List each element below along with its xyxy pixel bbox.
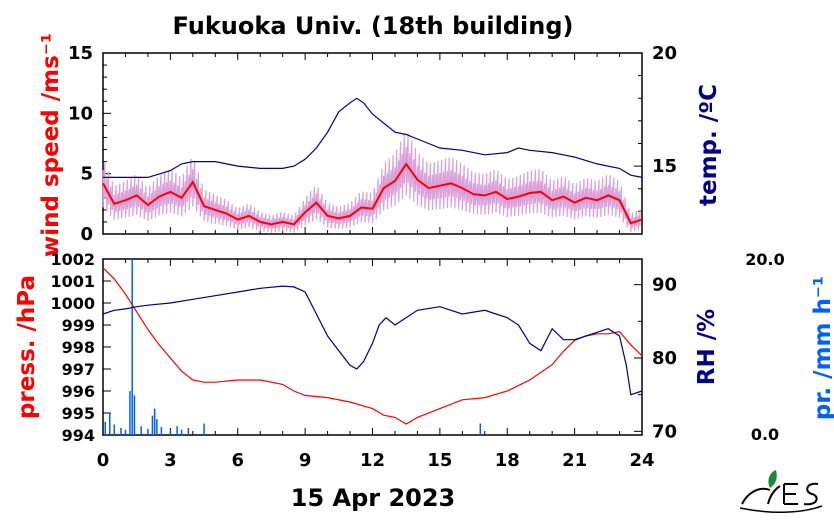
x-tick-label: 21 bbox=[562, 450, 587, 471]
institution-logo bbox=[739, 470, 823, 513]
press-y-tick-label: 999 bbox=[62, 316, 95, 335]
x-tick-label: 12 bbox=[360, 450, 385, 471]
x-tick-label: 3 bbox=[164, 450, 177, 471]
x-tick-label: 6 bbox=[231, 450, 244, 471]
wind-speed-axis-label: wind speed /ms⁻¹ bbox=[38, 33, 64, 257]
date-label: 15 Apr 2023 bbox=[291, 484, 456, 512]
press-axis-label: press. /hPa bbox=[14, 275, 40, 419]
x-tick-label: 15 bbox=[427, 450, 452, 471]
rh-y-tick-label: 70 bbox=[652, 421, 677, 442]
press-y-tick-label: 994 bbox=[62, 426, 95, 445]
rh-y-tick-label: 80 bbox=[652, 348, 677, 369]
top-panel-grid: 0 5 10 15 15 20 bbox=[68, 43, 677, 245]
precip-axis-label: pr. /mm h⁻¹ bbox=[810, 276, 834, 420]
wind-y-tick-label: 15 bbox=[68, 43, 93, 64]
precip-tick-label: 20.0 bbox=[745, 250, 784, 269]
temperature-series bbox=[103, 97, 643, 178]
temp-y-tick-label: 15 bbox=[652, 156, 677, 177]
wind-y-tick-label: 5 bbox=[80, 164, 93, 185]
press-y-tick-label: 1002 bbox=[50, 250, 95, 269]
press-y-tick-label: 995 bbox=[62, 404, 95, 423]
press-y-tick-label: 1000 bbox=[50, 294, 95, 313]
wind-y-tick-label: 10 bbox=[68, 103, 93, 124]
press-y-tick-label: 998 bbox=[62, 338, 95, 357]
temp-y-tick-label: 20 bbox=[652, 43, 677, 64]
press-y-tick-label: 1001 bbox=[50, 272, 95, 291]
wind-y-tick-label: 0 bbox=[80, 224, 93, 245]
rh-axis-label: RH /% bbox=[694, 309, 720, 385]
pressure-series bbox=[102, 267, 643, 425]
bottom-panel-grid: 0 3 6 9 12 15 18 21 24 994 995 996 997 998 999 1000 1001… bbox=[50, 250, 784, 471]
wind-speed-series bbox=[102, 162, 643, 226]
press-y-tick-label: 996 bbox=[62, 382, 95, 401]
press-y-tick-label: 997 bbox=[62, 360, 95, 379]
series-layer bbox=[102, 97, 643, 435]
rh-series bbox=[102, 285, 643, 396]
x-tick-label: 9 bbox=[299, 450, 312, 471]
precip-tick-label: 0.0 bbox=[751, 425, 779, 444]
x-tick-label: 24 bbox=[629, 450, 654, 471]
x-tick-label: 0 bbox=[97, 450, 110, 471]
wind-speed-raw-series bbox=[102, 133, 641, 233]
temp-axis-label: temp. /ºC bbox=[696, 84, 722, 206]
x-tick-label: 18 bbox=[495, 450, 520, 471]
rh-y-tick-label: 90 bbox=[652, 275, 677, 296]
chart-title: Fukuoka Univ. (18th building) bbox=[173, 12, 574, 40]
